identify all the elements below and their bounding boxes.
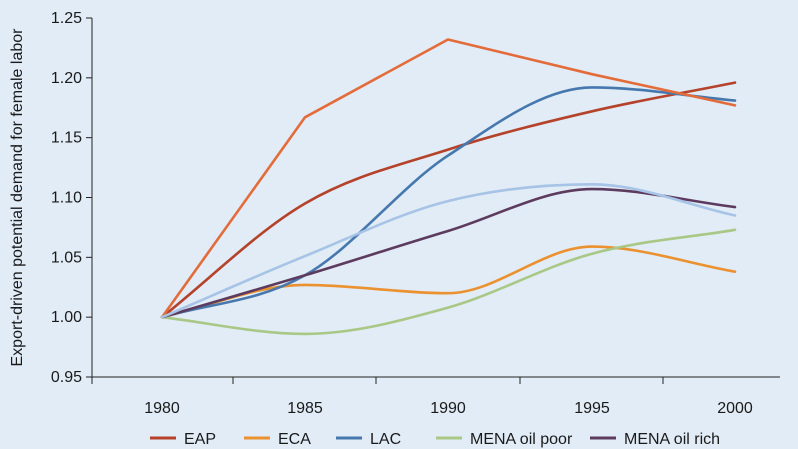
series-line-unlabeled-6 [160,183,737,319]
x-tick-label: 1985 [287,400,323,417]
series-line-eca [160,245,737,319]
legend-label-mena-oil-rich: MENA oil rich [624,431,720,448]
y-tick-label: 1.15 [51,130,82,147]
y-tick-label: 1.00 [51,309,82,326]
series-line-unlabeled-5 [160,38,737,319]
y-tick-label: 1.05 [51,249,82,266]
series-line-mena-oil-rich [160,187,737,319]
legend-label-lac: LAC [370,431,401,448]
series-line-lac [160,86,737,319]
y-axis-title: Export-driven potential demand for femal… [9,28,26,367]
series-line-eap [160,81,737,319]
legend-label-mena-oil-poor: MENA oil poor [470,431,573,448]
y-tick-label: 1.25 [51,10,82,27]
x-tick-label: 1990 [430,400,466,417]
legend: EAP ECA LAC MENA oil poor MENA oil rich [150,431,720,448]
y-tick-label: 1.20 [51,70,82,87]
legend-label-eap: EAP [184,431,216,448]
y-tick-label: 1.10 [51,190,82,207]
legend-label-eca: ECA [278,431,311,448]
x-tick-label: 2000 [717,400,753,417]
series-lines [160,38,737,336]
series-line-mena-oil-poor [160,228,737,336]
x-tick-label: 1995 [574,400,610,417]
y-tick-label: 0.95 [51,369,82,386]
chart-axes: 0.95 1.00 1.05 1.10 1.15 1.20 1.25 1980 1985 1990… [9,10,780,417]
x-tick-label: 1980 [144,400,180,417]
